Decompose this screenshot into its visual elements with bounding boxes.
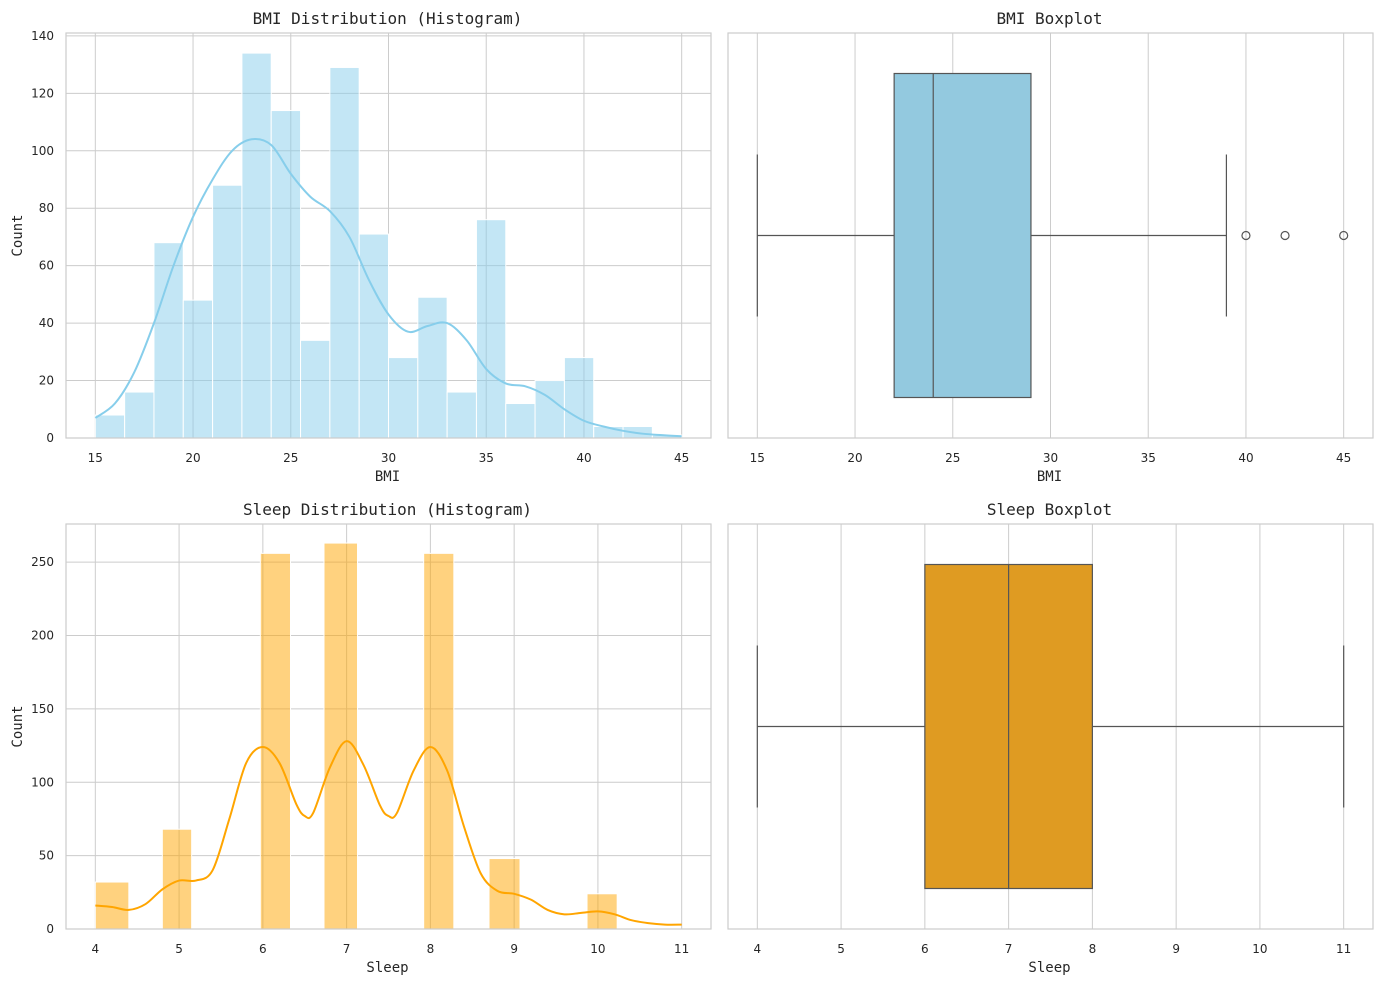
y-tick-label: 60	[39, 259, 54, 273]
x-tick-label: 20	[847, 451, 862, 465]
histogram-bar	[153, 242, 184, 439]
x-tick-label: 45	[674, 451, 689, 465]
x-tick-label: 40	[576, 451, 591, 465]
x-tick-label: 8	[1089, 942, 1097, 956]
y-tick-label: 120	[31, 86, 54, 100]
x-tick-label: 40	[1238, 451, 1253, 465]
histogram-bar	[300, 339, 331, 439]
histogram-bar	[241, 52, 272, 439]
x-tick-label: 30	[1043, 451, 1058, 465]
x-tick-label: 5	[175, 942, 183, 956]
histogram-bar	[388, 357, 419, 439]
x-axis-label: Sleep	[366, 960, 408, 976]
histogram-bar	[446, 391, 477, 439]
histogram-bar	[417, 296, 448, 439]
histogram-bar	[358, 233, 390, 439]
y-tick-label: 80	[39, 201, 54, 215]
outlier-point	[1280, 230, 1290, 241]
histogram-bar	[259, 552, 291, 930]
x-tick-label: 45	[1336, 451, 1351, 465]
histogram-bar	[475, 219, 507, 439]
histogram-bar	[124, 391, 155, 439]
y-tick-label: 200	[31, 629, 54, 643]
x-tick-label: 9	[510, 942, 518, 956]
outlier-point	[1339, 230, 1349, 241]
histogram-bar	[534, 380, 565, 439]
chart-title: BMI Boxplot	[997, 9, 1103, 28]
y-axis-label: Count	[10, 214, 26, 256]
histogram-bar	[323, 542, 359, 930]
x-tick-label: 25	[945, 451, 960, 465]
y-tick-label: 0	[46, 431, 54, 445]
x-tick-label: 4	[91, 942, 99, 956]
y-tick-label: 150	[31, 702, 54, 716]
x-tick-label: 5	[837, 942, 845, 956]
x-tick-label: 15	[88, 451, 103, 465]
bmi-histogram-panel: 15 20 25 30 35 40 45 0 20 40 60 80 100 120 140 BMI Dist…	[10, 9, 712, 485]
chart-title: Sleep Boxplot	[987, 500, 1112, 519]
bmi-boxplot-panel: 15 20 25 30 35 40 45 BMI Boxplot BMI	[727, 9, 1374, 485]
x-tick-label: 30	[381, 451, 396, 465]
x-axis-label: Sleep	[1028, 960, 1070, 976]
chart-title: BMI Distribution (Histogram)	[253, 9, 523, 28]
x-tick-label: 11	[1336, 942, 1351, 956]
plot-frame	[65, 523, 712, 930]
chart-title: Sleep Distribution (Histogram)	[243, 500, 532, 519]
x-tick-label: 7	[343, 942, 351, 956]
histogram-bar	[329, 66, 360, 439]
y-tick-label: 0	[46, 922, 54, 936]
y-tick-label: 100	[31, 144, 54, 158]
plot-frame	[727, 523, 1374, 930]
x-axis-label: BMI	[375, 469, 400, 485]
y-tick-label: 20	[39, 374, 54, 388]
x-tick-label: 6	[921, 942, 929, 956]
y-tick-label: 140	[31, 29, 54, 43]
y-tick-label: 100	[31, 775, 54, 789]
x-axis-label: BMI	[1037, 469, 1062, 485]
sleep-histogram-panel: 4 5 6 7 8 9 10 11 0 50 100 150 200 250 Sleep Distribut…	[10, 500, 712, 976]
x-tick-label: 35	[479, 451, 494, 465]
histogram-bar	[423, 552, 455, 930]
y-tick-label: 40	[39, 316, 54, 330]
iqr-box	[893, 72, 1032, 399]
x-tick-label: 20	[185, 451, 200, 465]
histogram-bar	[505, 403, 536, 439]
x-tick-label: 10	[590, 942, 605, 956]
outlier-point	[1241, 230, 1251, 241]
x-tick-label: 6	[259, 942, 267, 956]
histogram-bar	[270, 110, 302, 439]
x-tick-label: 8	[427, 942, 435, 956]
y-tick-label: 250	[31, 555, 54, 569]
plot-frame	[727, 32, 1374, 439]
x-tick-label: 10	[1252, 942, 1267, 956]
sleep-boxplot-panel: 4 5 6 7 8 9 10 11 Sleep Boxplot Sleep	[727, 500, 1374, 976]
x-tick-label: 11	[674, 942, 689, 956]
x-tick-label: 25	[283, 451, 298, 465]
histogram-bar	[182, 299, 214, 439]
y-tick-label: 50	[39, 849, 54, 863]
x-tick-label: 9	[1172, 942, 1180, 956]
x-tick-label: 35	[1141, 451, 1156, 465]
x-tick-label: 4	[753, 942, 761, 956]
x-tick-label: 7	[1005, 942, 1013, 956]
kde-curve	[94, 137, 682, 438]
histogram-bar	[94, 414, 126, 439]
histogram-bar	[212, 184, 243, 439]
histogram-bar	[161, 828, 193, 930]
plot-frame	[65, 32, 712, 439]
kde-curve	[95, 740, 682, 926]
x-tick-label: 15	[750, 451, 765, 465]
histogram-bar	[563, 357, 595, 439]
y-axis-label: Count	[10, 705, 26, 747]
